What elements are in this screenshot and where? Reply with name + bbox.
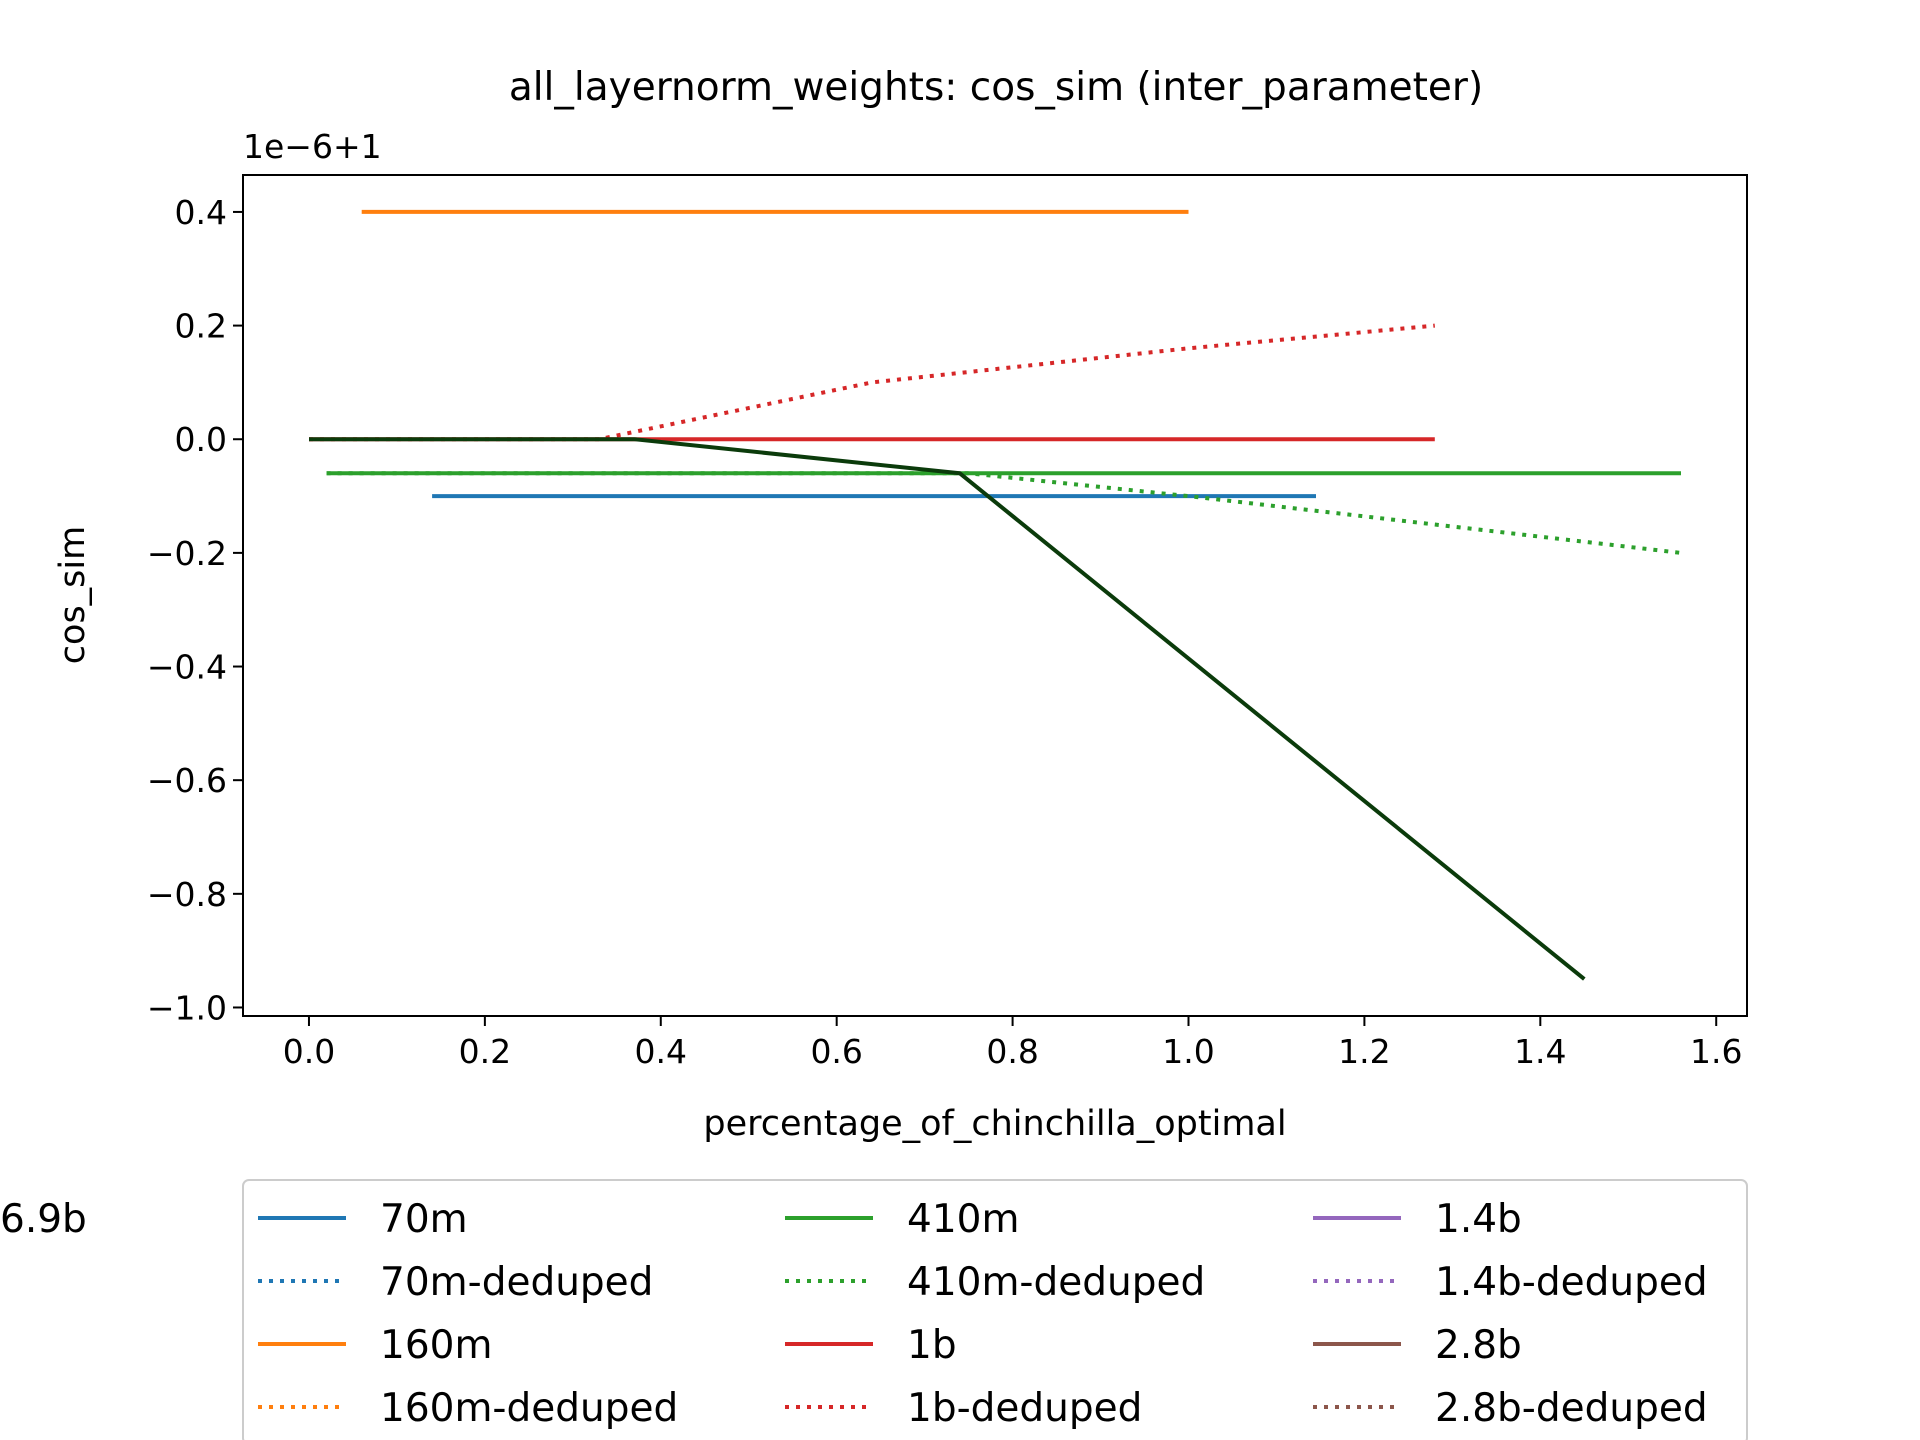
series-line-6-9b [309,437,1586,981]
x-tick-label: 0.4 [635,1032,687,1071]
legend-box [242,1179,1748,1440]
series-line-410m-deduped [326,471,1682,555]
x-tick-label: 0.6 [810,1032,862,1071]
legend-label-160m-deduped: 160m-deduped [380,1386,678,1431]
legend-label-410m: 410m [907,1197,1019,1242]
legend-label-1b: 1b [907,1323,957,1368]
y-axis-label: cos_sim [53,526,93,664]
y-axis: 0.4 0.2 0.0 −0.2 −0.4 −0.6 −0.8 −1.0 [147,193,243,1027]
x-tick-label: 0.8 [986,1032,1038,1071]
legend-label-1-4b-deduped: 1.4b-deduped [1435,1260,1708,1305]
legend-label-70m: 70m [380,1197,468,1242]
legend-items: 70m 70m-deduped 160m 160m-deduped 410m 410m-d… [0,1197,1708,1431]
y-tick-label: −0.2 [147,534,227,573]
legend-label-1b-deduped: 1b-deduped [907,1386,1142,1431]
chart-title: all_layernorm_weights: cos_sim (inter_pa… [509,65,1483,110]
legend-label-410m-deduped: 410m-deduped [907,1260,1205,1305]
x-tick-label: 1.4 [1514,1032,1566,1071]
legend-label-70m-deduped: 70m-deduped [380,1260,653,1305]
legend-label-2-8b-deduped: 2.8b-deduped [1435,1386,1708,1431]
y-tick-label: −0.4 [147,648,227,687]
y-tick-label: 0.0 [175,420,227,459]
x-tick-label: 1.0 [1162,1032,1214,1071]
y-tick-label: 0.2 [175,307,227,346]
x-axis-label: percentage_of_chinchilla_optimal [703,1104,1286,1144]
y-tick-label: 0.4 [175,193,227,232]
plot-area-frame [242,174,1748,1017]
y-offset-label: 1e−6+1 [243,127,382,166]
legend: 70m 70m-deduped 160m 160m-deduped 410m 410m-d… [0,1179,1748,1440]
y-tick-label: −0.6 [147,761,227,800]
x-tick-label: 1.6 [1690,1032,1742,1071]
plot-lines [309,209,1682,981]
x-tick-label: 0.2 [459,1032,511,1071]
legend-label-160m: 160m [380,1323,492,1368]
x-tick-label: 0.0 [283,1032,335,1071]
legend-label-2-8b: 2.8b [1435,1323,1522,1368]
y-tick-label: −0.8 [147,875,227,914]
y-tick-label: −1.0 [147,988,227,1027]
series-line-1b-deduped [309,323,1435,442]
legend-label-6-9b: 6.9b [0,1197,87,1242]
legend-label-1-4b: 1.4b [1435,1197,1522,1242]
x-axis: 0.0 0.2 0.4 0.6 0.8 1.0 1.2 1.4 1.6 [283,1016,1742,1071]
x-tick-label: 1.2 [1338,1032,1390,1071]
